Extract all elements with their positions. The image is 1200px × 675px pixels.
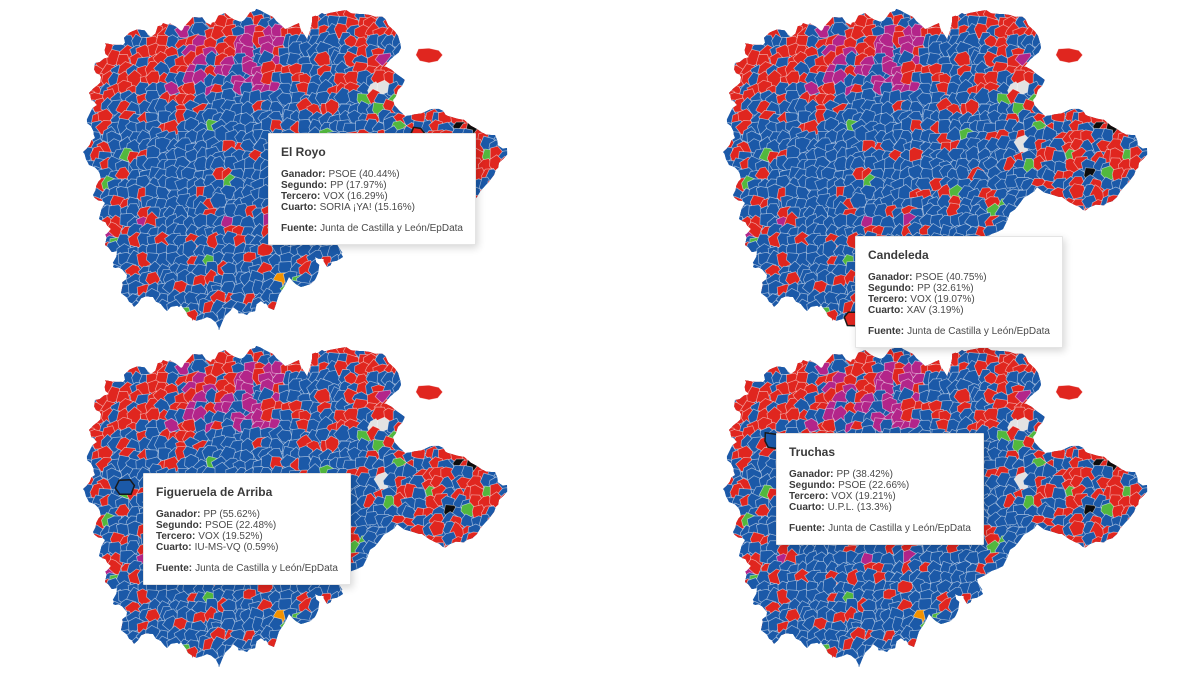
tooltip-row-second: Segundo: PSOE (22.48%) [156, 520, 277, 531]
detached-islet[interactable] [1055, 384, 1084, 401]
tooltip-source: Fuente: Junta de Castilla y León/EpData [789, 523, 971, 534]
tooltip-row-winner: Ganador: PSOE (40.75%) [868, 272, 987, 283]
detached-islet[interactable] [415, 384, 444, 401]
tooltip-row-fourth: Cuarto: SORIA ¡YA! (15.16%) [281, 202, 415, 213]
map-tooltip-figueruela-de-arriba: Figueruela de Arriba Ganador: PP (55.62%)… [143, 473, 351, 585]
tooltip-row-winner: Ganador: PP (38.42%) [789, 469, 893, 480]
tooltip-row-third: Tercero: VOX (19.52%) [156, 531, 263, 542]
tooltip-row-third: Tercero: VOX (19.07%) [868, 294, 975, 305]
tooltip-row-fourth: Cuarto: XAV (3.19%) [868, 305, 964, 316]
tooltip-row-second: Segundo: PSOE (22.66%) [789, 480, 910, 491]
tooltip-row-second: Segundo: PP (32.61%) [868, 283, 974, 294]
map-tooltip-el-royo: El Royo Ganador: PSOE (40.44%) Segundo: PP… [268, 133, 476, 245]
tooltip-title: El Royo [281, 145, 326, 159]
tooltip-row-third: Tercero: VOX (19.21%) [789, 491, 896, 502]
tooltip-row-fourth: Cuarto: U.P.L. (13.3%) [789, 502, 892, 513]
choropleth-svg [83, 8, 508, 331]
detached-islet[interactable] [415, 47, 444, 64]
choropleth-map-el-royo[interactable] [75, 5, 515, 335]
tooltip-title: Figueruela de Arriba [156, 485, 273, 499]
highlighted-municipality[interactable] [114, 479, 136, 495]
tooltip-row-winner: Ganador: PSOE (40.44%) [281, 169, 400, 180]
tooltip-row-winner: Ganador: PP (55.62%) [156, 509, 260, 520]
tooltip-title: Truchas [789, 445, 836, 459]
tooltip-title: Candeleda [868, 248, 929, 262]
tooltip-source: Fuente: Junta de Castilla y León/EpData [156, 563, 338, 574]
tooltip-row-fourth: Cuarto: IU-MS-VQ (0.59%) [156, 542, 279, 553]
tooltip-row-third: Tercero: VOX (16.29%) [281, 191, 388, 202]
detached-islet[interactable] [1055, 47, 1084, 64]
tooltip-source: Fuente: Junta de Castilla y León/EpData [281, 223, 463, 234]
map-tooltip-truchas: Truchas Ganador: PP (38.42%) Segundo: PSOE… [776, 433, 984, 545]
tooltip-source: Fuente: Junta de Castilla y León/EpData [868, 326, 1050, 337]
tooltip-row-second: Segundo: PP (17.97%) [281, 180, 387, 191]
map-tooltip-candeleda: Candeleda Ganador: PSOE (40.75%) Segundo:… [855, 236, 1063, 348]
